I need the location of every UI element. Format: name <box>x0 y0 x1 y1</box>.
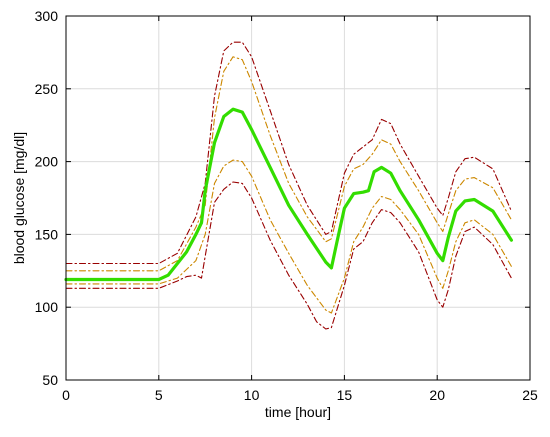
series-line-lower-inner <box>65 159 512 314</box>
series-line-lower-outer <box>65 181 512 330</box>
y-tick-label: 50 <box>42 372 58 388</box>
series-line-upper-inner <box>65 56 512 272</box>
y-tick-label: 250 <box>35 81 59 97</box>
x-tick-label: 15 <box>337 387 353 403</box>
plot-frame <box>65 15 531 381</box>
y-tick-label: 300 <box>35 8 59 24</box>
series-layer <box>64 41 513 330</box>
y-tick-label: 150 <box>35 226 59 242</box>
x-tick-label: 25 <box>522 387 538 403</box>
x-tick-label: 10 <box>244 387 260 403</box>
x-tick-label: 5 <box>155 387 163 403</box>
y-axis-title: blood glucose [mg/dl] <box>11 132 27 264</box>
grid-layer <box>66 16 530 380</box>
series-line-upper-outer <box>65 41 512 265</box>
y-tick-label: 100 <box>35 299 59 315</box>
series-line-median <box>64 107 513 282</box>
x-tick-label: 20 <box>429 387 445 403</box>
tick-layer: 0 5 10 15 20 25 50 100 150 200 250 300 <box>35 8 538 403</box>
x-axis-title: time [hour] <box>265 404 331 420</box>
x-tick-label: 0 <box>62 387 70 403</box>
y-tick-label: 200 <box>35 154 59 170</box>
